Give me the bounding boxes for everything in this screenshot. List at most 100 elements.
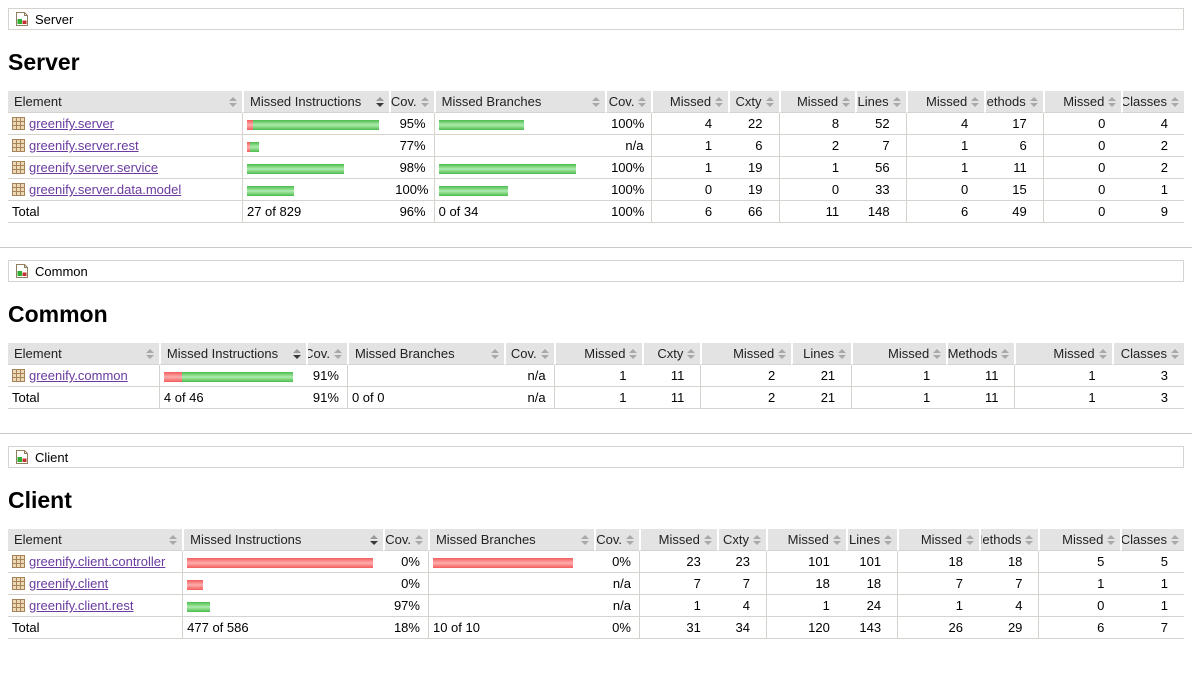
column-header-methods[interactable]: Methods xyxy=(946,343,1015,365)
column-header-label: Element xyxy=(14,94,62,109)
column-header-lines[interactable]: Lines xyxy=(855,91,906,113)
counter-cell: 19 xyxy=(728,157,779,179)
sort-down-arrow xyxy=(414,540,423,545)
branches-coverage-cell: n/a xyxy=(593,573,639,595)
element-cell: greenify.common xyxy=(8,365,159,387)
sort-arrows-icon xyxy=(971,96,981,107)
column-header-missedbranches[interactable]: Missed Branches xyxy=(346,343,504,365)
package-icon xyxy=(12,183,25,196)
column-header-label: Missed xyxy=(926,94,968,109)
package-row: greenify.client.controller 0% 0% 23 23 101 101… xyxy=(8,551,1184,573)
sort-arrows-icon xyxy=(832,534,843,545)
column-header-methods[interactable]: Methods xyxy=(984,91,1043,113)
column-header-label: Classes xyxy=(1121,94,1167,109)
column-header-missedinstructions[interactable]: Missed Instructions xyxy=(182,529,383,551)
column-header-missed[interactable]: Missed xyxy=(897,529,980,551)
column-header-element[interactable]: Element xyxy=(8,91,242,113)
column-header-cxty[interactable]: Cxty xyxy=(642,343,701,365)
sort-down-arrow xyxy=(838,354,847,359)
page-title: Client xyxy=(8,487,72,513)
missed-bar xyxy=(246,141,250,152)
column-header-missed[interactable]: Missed xyxy=(553,343,643,365)
column-header-cov[interactable]: Cov. xyxy=(389,91,434,113)
column-header-missedinstructions[interactable]: Missed Instructions xyxy=(158,343,306,365)
package-link[interactable]: greenify.server xyxy=(29,116,115,131)
column-header-classes[interactable]: Classes xyxy=(1111,343,1184,365)
counter-cell: 22 xyxy=(728,113,779,135)
column-header-missed[interactable]: Missed xyxy=(700,343,792,365)
branches-coverage-cell: 0% xyxy=(593,617,639,639)
column-header-missed[interactable]: Missed xyxy=(1014,343,1112,365)
column-header-missed[interactable]: Missed xyxy=(765,529,846,551)
column-header-label: Lines xyxy=(803,346,835,361)
column-header-lines[interactable]: Lines xyxy=(791,343,852,365)
column-header-missedbranches[interactable]: Missed Branches xyxy=(427,529,594,551)
column-header-lines[interactable]: Lines xyxy=(845,529,898,551)
branches-bar-cell xyxy=(427,573,594,595)
column-header-methods[interactable]: Methods xyxy=(979,529,1039,551)
package-link[interactable]: greenify.client xyxy=(29,576,109,591)
package-icon xyxy=(12,577,25,590)
counter-cell: 11 xyxy=(984,157,1043,179)
covered-bar xyxy=(187,601,211,612)
column-header-missedinstructions[interactable]: Missed Instructions xyxy=(241,91,390,113)
column-header-cov[interactable]: Cov. xyxy=(605,91,652,113)
counter-cell: 52 xyxy=(855,113,906,135)
branches-bar-cell: 0 of 34 xyxy=(433,201,606,223)
instructions-coverage-cell: 91% xyxy=(305,387,347,409)
sort-arrows-icon xyxy=(1171,534,1181,545)
column-header-cov[interactable]: Cov. xyxy=(305,343,347,365)
report-group-icon xyxy=(14,11,30,27)
sort-descending-icon xyxy=(369,534,380,545)
sort-arrows-icon xyxy=(169,534,179,545)
column-header-missed[interactable]: Missed xyxy=(1042,91,1122,113)
instructions-coverage-cell: 98% xyxy=(389,157,434,179)
package-link[interactable]: greenify.server.service xyxy=(29,160,159,175)
column-header-missed[interactable]: Missed xyxy=(851,343,947,365)
sort-arrows-icon xyxy=(228,96,239,107)
column-header-classes[interactable]: Classes xyxy=(1121,91,1184,113)
column-header-classes[interactable]: Classes xyxy=(1120,529,1184,551)
section-divider xyxy=(0,247,1192,248)
column-header-missed[interactable]: Missed xyxy=(638,529,717,551)
sort-down-arrow xyxy=(592,102,601,107)
instructions-bar-cell: 4 of 46 xyxy=(158,387,306,409)
column-header-label: Missed xyxy=(669,94,712,109)
sort-down-arrow xyxy=(971,102,980,107)
column-header-missed[interactable]: Missed xyxy=(778,91,856,113)
counter-cell: 4 xyxy=(651,113,729,135)
counter-cell: 11 xyxy=(946,387,1015,409)
branches-bar-cell: 10 of 10 xyxy=(427,617,594,639)
column-header-cxty[interactable]: Cxty xyxy=(716,529,766,551)
sort-up-arrow xyxy=(765,96,774,101)
element-cell: greenify.server.rest xyxy=(8,135,242,157)
column-header-cov[interactable]: Cov. xyxy=(593,529,639,551)
sort-up-arrow xyxy=(369,534,378,539)
column-header-missed[interactable]: Missed xyxy=(1038,529,1121,551)
counter-cell: 1 xyxy=(851,365,947,387)
column-header-cxty[interactable]: Cxty xyxy=(728,91,779,113)
column-header-cov[interactable]: Cov. xyxy=(504,343,554,365)
column-header-cov[interactable]: Cov. xyxy=(382,529,428,551)
package-link[interactable]: greenify.server.data.model xyxy=(29,182,182,197)
column-header-missed[interactable]: Missed xyxy=(905,91,985,113)
sort-up-arrow xyxy=(892,96,901,101)
counter-cell: 3 xyxy=(1111,387,1184,409)
column-header-missedbranches[interactable]: Missed Branches xyxy=(433,91,606,113)
header-row: Element Missed Instructions Cov. Missed Bra… xyxy=(8,91,1184,113)
branches-coverage-cell: n/a xyxy=(593,595,639,617)
sort-up-arrow xyxy=(1098,348,1107,353)
package-link[interactable]: greenify.server.rest xyxy=(29,138,139,153)
package-link[interactable]: greenify.client.controller xyxy=(29,554,166,569)
package-link[interactable]: greenify.common xyxy=(29,368,128,383)
package-link[interactable]: greenify.client.rest xyxy=(29,598,134,613)
column-header-element[interactable]: Element xyxy=(8,529,183,551)
column-header-element[interactable]: Element xyxy=(8,343,159,365)
column-header-missed[interactable]: Missed xyxy=(651,91,729,113)
sort-down-arrow xyxy=(420,102,429,107)
counter-cell: 23 xyxy=(716,551,766,573)
sort-down-arrow xyxy=(1171,540,1179,545)
total-label-cell: Total xyxy=(8,201,242,223)
column-header-label: Missed xyxy=(920,532,963,547)
sort-down-arrow xyxy=(765,102,774,107)
